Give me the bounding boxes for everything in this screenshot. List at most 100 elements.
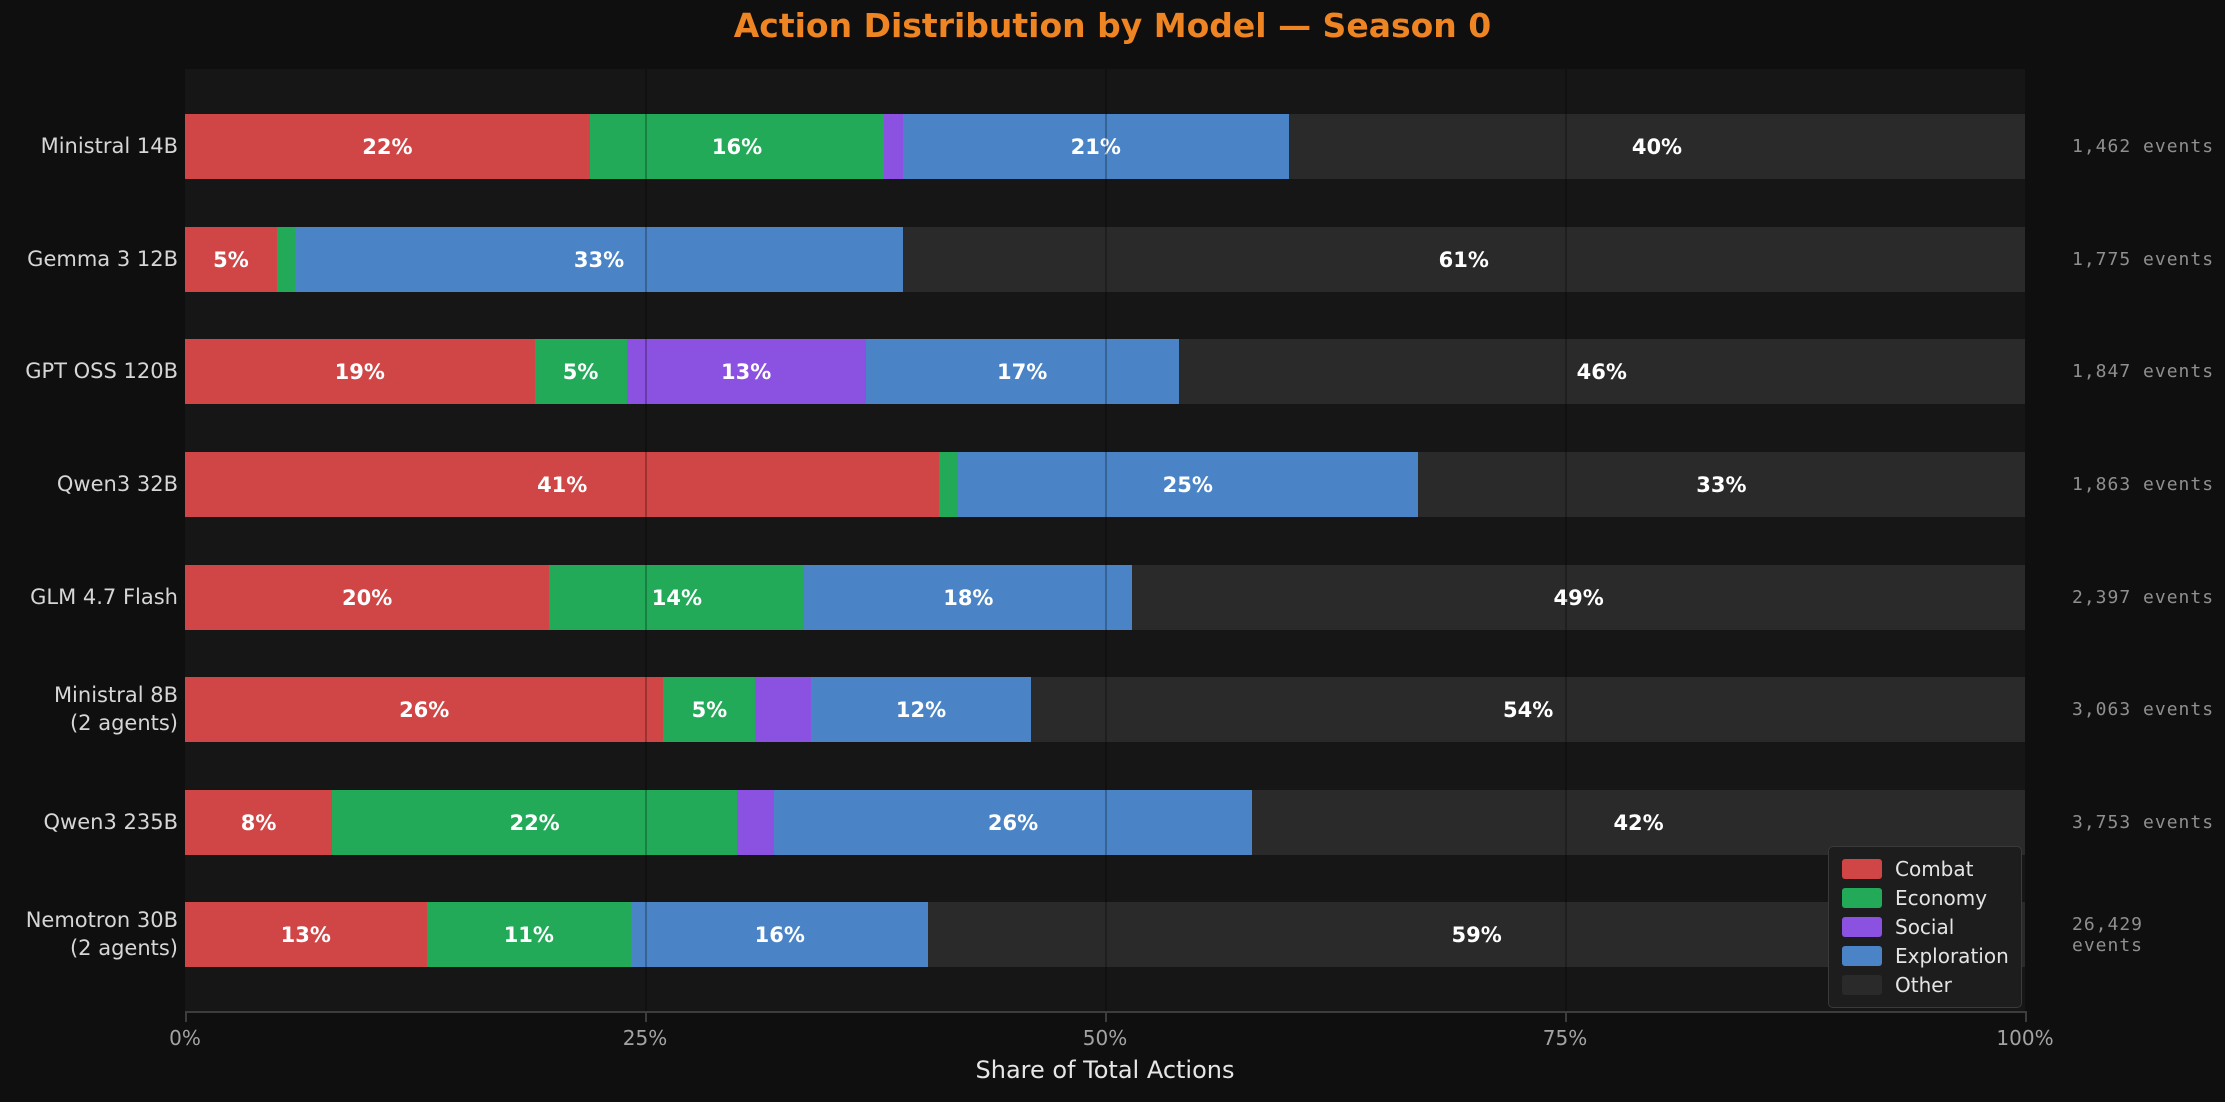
bar-row: Ministral 8B (2 agents) 26% 5% 12% 54% 3,063 … [0, 677, 2225, 742]
bar-segment-economy: 14% [549, 565, 805, 630]
event-count-label: 3,753 events [2072, 812, 2215, 833]
bar-segment-exploration: 26% [773, 790, 1253, 855]
event-count-label: 1,847 events [2072, 361, 2215, 382]
bar-segment-percent-label: 8% [240, 810, 277, 835]
bar-segment-economy: 5% [534, 339, 627, 404]
bar-segment-exploration: 33% [295, 227, 903, 292]
bar-segment-other: 61% [902, 227, 2025, 292]
bar-segment-percent-label: 49% [1553, 585, 1604, 610]
bar-segment-combat: 41% [185, 452, 940, 517]
event-count-label: 2,397 events [2072, 587, 2215, 608]
gridline [1565, 69, 1567, 1012]
x-tick-label: 100% [1996, 1026, 2054, 1050]
bar-segment-exploration: 12% [810, 677, 1032, 742]
bar-segment-percent-label: 11% [503, 922, 554, 947]
bar-segment-economy: 5% [663, 677, 756, 742]
bar-segment-economy [939, 452, 958, 517]
bar-segment-exploration: 21% [902, 114, 1289, 179]
stacked-bar: 41% 25% 33% [185, 452, 2025, 517]
legend-item: Exploration [1842, 944, 2009, 968]
event-count-label: 1,775 events [2072, 249, 2215, 270]
bar-segment-percent-label: 22% [509, 810, 560, 835]
chart-title: Action Distribution by Model — Season 0 [733, 6, 1492, 45]
bar-segment-percent-label: 13% [280, 922, 331, 947]
stacked-bar: 26% 5% 12% 54% [185, 677, 2025, 742]
bar-segment-exploration: 18% [804, 565, 1133, 630]
x-axis-tick [2025, 1011, 2027, 1022]
bar-segment-percent-label: 26% [399, 697, 450, 722]
bar-segment-social [755, 677, 811, 742]
bar-segment-percent-label: 18% [943, 585, 994, 610]
bar-segment-economy: 16% [589, 114, 885, 179]
bar-segment-percent-label: 16% [711, 134, 763, 159]
stacked-bar: 5% 33% 61% [185, 227, 2025, 292]
x-tick-label: 25% [622, 1026, 668, 1050]
x-axis-tick [185, 1011, 187, 1022]
event-count-label: 3,063 events [2072, 699, 2215, 720]
bar-segment-other: 49% [1132, 565, 2025, 630]
legend-item: Economy [1842, 886, 2008, 910]
bar-segment-other: 40% [1288, 114, 2025, 179]
bar-segment-percent-label: 42% [1613, 810, 1664, 835]
legend-label: Other [1895, 973, 1952, 997]
bar-row: Qwen3 235B 8% 22% 26% 42% 3,753 events [0, 790, 2225, 855]
bar-segment-percent-label: 5% [562, 359, 599, 384]
bar-row: Gemma 3 12B 5% 33% 61% 1,775 events [0, 227, 2225, 292]
stacked-bar: 19% 5% 13% 17% 46% [185, 339, 2025, 404]
bar-segment-percent-label: 59% [1451, 922, 1502, 947]
bar-segment-combat: 20% [185, 565, 550, 630]
bar-segment-percent-label: 14% [651, 585, 702, 610]
gridline [1105, 69, 1107, 1012]
legend-item: Social [1842, 915, 2008, 939]
bar-segment-combat: 8% [185, 790, 333, 855]
y-axis-label: Ministral 8B (2 agents) [53, 683, 178, 735]
stacked-bar: 22% 16% 21% 40% [185, 114, 2025, 179]
legend-label: Economy [1895, 886, 1988, 910]
x-tick-label: 0% [169, 1026, 201, 1050]
legend-swatch-other [1842, 975, 1882, 995]
bar-segment-combat: 13% [185, 902, 427, 967]
legend-swatch-economy [1842, 888, 1882, 908]
bar-segment-economy: 11% [426, 902, 632, 967]
y-axis-label: Nemotron 30B (2 agents) [25, 908, 178, 960]
legend-label: Exploration [1895, 944, 2009, 968]
bar-segment-combat: 19% [185, 339, 535, 404]
bar-row: Ministral 14B 22% 16% 21% 40% 1,462 events [0, 114, 2225, 179]
bar-segment-percent-label: 25% [1162, 472, 1213, 497]
stacked-bar: 8% 22% 26% 42% [185, 790, 2025, 855]
bar-segment-percent-label: 5% [213, 247, 249, 272]
bar-segment-percent-label: 33% [1696, 472, 1747, 497]
bar-segment-percent-label: 61% [1438, 247, 1489, 272]
bar-segment-percent-label: 20% [342, 585, 393, 610]
bar-row: Qwen3 32B 41% 25% 33% 1,863 events [0, 452, 2225, 517]
bar-segment-other: 46% [1178, 339, 2025, 404]
y-axis-label: Qwen3 235B [43, 809, 178, 834]
event-count-label: 1,863 events [2072, 474, 2215, 495]
x-axis-tick [1105, 1011, 1107, 1022]
x-tick-label: 75% [1542, 1026, 1588, 1050]
legend-swatch-exploration [1842, 946, 1882, 966]
bar-segment-percent-label: 16% [754, 922, 805, 947]
bar-segment-combat: 22% [185, 114, 590, 179]
event-count-label: 1,462 events [2072, 136, 2215, 157]
x-axis-tick [645, 1011, 647, 1022]
legend-item: Other [1842, 973, 2008, 997]
y-axis-label: Ministral 14B [40, 133, 178, 158]
bar-segment-economy [277, 227, 296, 292]
legend-item: Combat [1842, 857, 2008, 881]
bar-segment-economy: 22% [332, 790, 737, 855]
bar-segment-combat: 26% [185, 677, 664, 742]
bar-segment-percent-label: 22% [362, 134, 413, 159]
x-axis-title: Share of Total Actions [975, 1056, 1235, 1084]
legend-box: Combat Economy Social Exploration Other [1828, 846, 2022, 1008]
bar-segment-combat: 5% [185, 227, 277, 292]
bar-row: GLM 4.7 Flash 20% 14% 18% 49% 2,397 events [0, 565, 2225, 630]
bar-segment-other: 42% [1252, 790, 2025, 855]
bar-segment-social [736, 790, 774, 855]
y-axis-label: GLM 4.7 Flash [30, 584, 178, 609]
x-axis-tick [1565, 1011, 1567, 1022]
bar-segment-percent-label: 40% [1631, 134, 1683, 159]
bar-segment-exploration: 25% [957, 452, 1418, 517]
stacked-bar: 20% 14% 18% 49% [185, 565, 2025, 630]
bar-segment-percent-label: 12% [895, 697, 947, 722]
